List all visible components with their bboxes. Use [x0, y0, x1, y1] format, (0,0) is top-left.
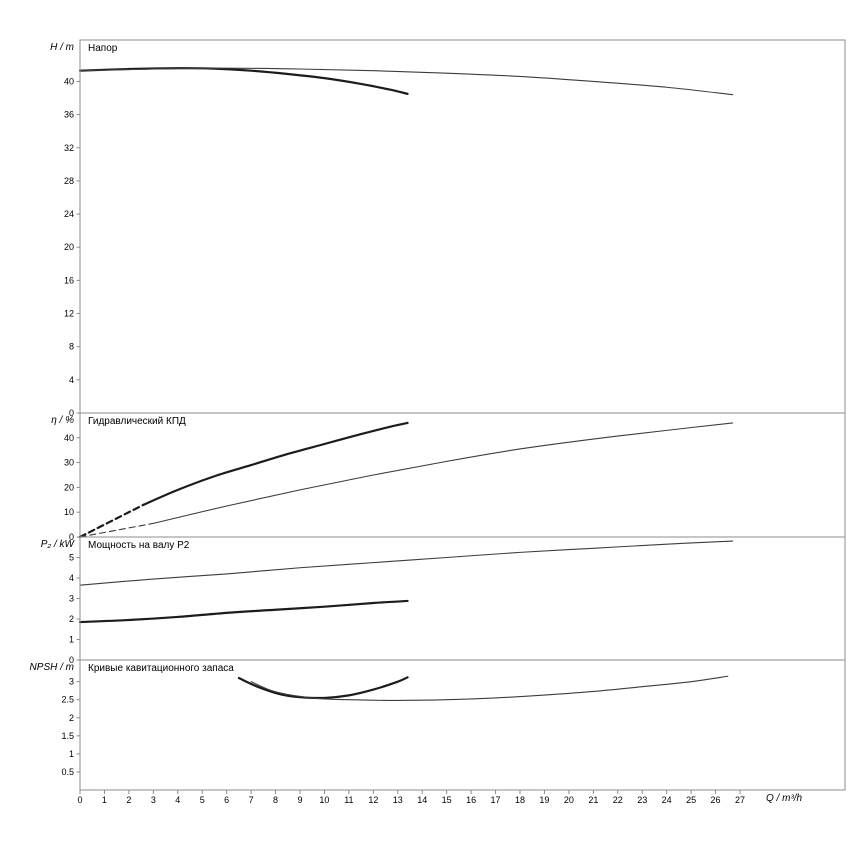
x-axis-label: Q / m³/h	[766, 793, 803, 804]
x-tick-label: 13	[393, 795, 403, 805]
x-tick-label: 0	[77, 795, 82, 805]
x-tick-label: 27	[735, 795, 745, 805]
y-tick-label: 30	[64, 458, 74, 468]
power-curve-selected	[78, 599, 409, 624]
y-tick-label: 12	[64, 309, 74, 319]
x-tick-label: 18	[515, 795, 525, 805]
y-axis-label-efficiency: η / %	[51, 415, 74, 426]
efficiency-leadin-max	[79, 522, 154, 538]
y-tick-label: 8	[69, 342, 74, 352]
x-tick-label: 24	[662, 795, 672, 805]
x-tick-label: 2	[126, 795, 131, 805]
y-tick-label: 0	[69, 655, 74, 665]
npsh-curve-max	[250, 675, 729, 701]
y-tick-label: 20	[64, 242, 74, 252]
panel-power: 0 1 2 3 4 5	[69, 540, 845, 665]
y-tick-label: 4	[69, 375, 74, 385]
efficiency-curve-max	[152, 422, 734, 524]
efficiency-curve-selected	[142, 421, 409, 506]
power-curve-max	[79, 540, 734, 586]
panel-head: 0 4 8 12 16 20 24 28 32 36 40	[64, 67, 845, 418]
x-tick-label: 17	[491, 795, 501, 805]
y-tick-label: 2	[69, 713, 74, 723]
y-tick-label: 0	[69, 532, 74, 542]
y-tick-label: 20	[64, 482, 74, 492]
x-tick-label: 9	[297, 795, 302, 805]
x-tick-label: 14	[417, 795, 427, 805]
panel-title-power: Мощность на валу P2	[88, 540, 190, 551]
y-axis-label-npsh: NPSH / m	[29, 662, 74, 673]
y-tick-label: 2.5	[61, 695, 74, 705]
x-tick-label: 1	[102, 795, 107, 805]
x-tick-label: 19	[539, 795, 549, 805]
y-axis-label-head: H / m	[50, 42, 74, 53]
x-tick-label: 15	[442, 795, 452, 805]
x-tick-label: 21	[588, 795, 598, 805]
efficiency-leadin-selected	[78, 503, 145, 539]
x-tick-label: 6	[224, 795, 229, 805]
x-tick-label: 22	[613, 795, 623, 805]
x-tick-label: 4	[175, 795, 180, 805]
npsh-curve-selected	[237, 676, 409, 700]
x-tick-label: 20	[564, 795, 574, 805]
panel-title-npsh: Кривые кавитационного запаса	[88, 663, 234, 674]
x-tick-label: 3	[151, 795, 156, 805]
y-tick-label: 1	[69, 635, 74, 645]
x-tick-label: 11	[344, 795, 353, 805]
x-tick-label: 10	[319, 795, 329, 805]
panel-efficiency: 0 10 20 30 40	[64, 421, 845, 542]
y-tick-label: 16	[64, 275, 74, 285]
y-tick-label: 4	[69, 573, 74, 583]
x-tick-label: 5	[200, 795, 205, 805]
y-tick-label: 24	[64, 209, 74, 219]
x-tick-label: 7	[249, 795, 254, 805]
y-tick-label: 5	[69, 553, 74, 563]
y-tick-label: 0	[69, 408, 74, 418]
y-tick-label: 10	[64, 507, 74, 517]
y-axis-label-power: P₂ / kW	[40, 539, 74, 550]
y-tick-label: 2	[69, 614, 74, 624]
panel-title-head: Напор	[88, 43, 118, 54]
y-tick-label: 36	[64, 110, 74, 120]
y-tick-label: 28	[64, 176, 74, 186]
y-tick-label: 1.5	[61, 731, 74, 741]
x-tick-label: 26	[711, 795, 721, 805]
panel-title-efficiency: Гидравлический КПД	[88, 416, 186, 427]
y-tick-label: 40	[64, 433, 74, 443]
plot-frame	[79, 39, 846, 791]
x-tick-label: 8	[273, 795, 278, 805]
x-tick-label: 16	[466, 795, 476, 805]
head-curve-max	[79, 67, 734, 96]
x-tick-label: 23	[637, 795, 647, 805]
y-tick-label: 3	[69, 594, 74, 604]
y-tick-label: 3	[69, 677, 74, 687]
y-tick-label: 40	[64, 76, 74, 86]
y-tick-label: 1	[69, 749, 74, 759]
x-tick-label: 25	[686, 795, 696, 805]
y-tick-label: 0.5	[61, 767, 74, 777]
x-tick-label: 12	[368, 795, 378, 805]
y-tick-label: 32	[64, 143, 74, 153]
